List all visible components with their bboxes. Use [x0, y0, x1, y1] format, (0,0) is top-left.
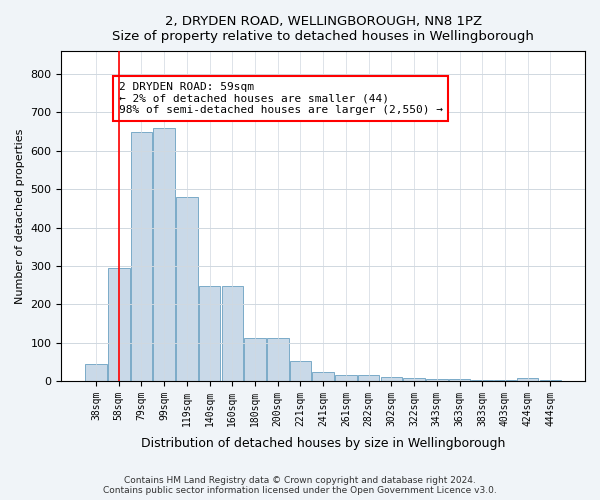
- Bar: [426, 379, 448, 381]
- Bar: [472, 380, 493, 381]
- Bar: [313, 372, 334, 381]
- Bar: [199, 286, 220, 381]
- Bar: [358, 375, 379, 381]
- Bar: [108, 268, 130, 381]
- Bar: [176, 197, 197, 381]
- Text: 2 DRYDEN ROAD: 59sqm
← 2% of detached houses are smaller (44)
98% of semi-detach: 2 DRYDEN ROAD: 59sqm ← 2% of detached ho…: [119, 82, 443, 115]
- Title: 2, DRYDEN ROAD, WELLINGBOROUGH, NN8 1PZ
Size of property relative to detached ho: 2, DRYDEN ROAD, WELLINGBOROUGH, NN8 1PZ …: [112, 15, 534, 43]
- Bar: [403, 378, 425, 381]
- Bar: [131, 132, 152, 381]
- Bar: [85, 364, 107, 381]
- Bar: [517, 378, 538, 381]
- Bar: [267, 338, 289, 381]
- Bar: [539, 380, 561, 381]
- Text: Contains HM Land Registry data © Crown copyright and database right 2024.
Contai: Contains HM Land Registry data © Crown c…: [103, 476, 497, 495]
- Bar: [154, 128, 175, 381]
- Bar: [335, 375, 357, 381]
- Bar: [449, 379, 470, 381]
- Bar: [221, 286, 243, 381]
- Bar: [290, 361, 311, 381]
- Bar: [494, 380, 516, 381]
- Bar: [380, 377, 402, 381]
- Y-axis label: Number of detached properties: Number of detached properties: [15, 128, 25, 304]
- Bar: [244, 338, 266, 381]
- X-axis label: Distribution of detached houses by size in Wellingborough: Distribution of detached houses by size …: [141, 437, 505, 450]
